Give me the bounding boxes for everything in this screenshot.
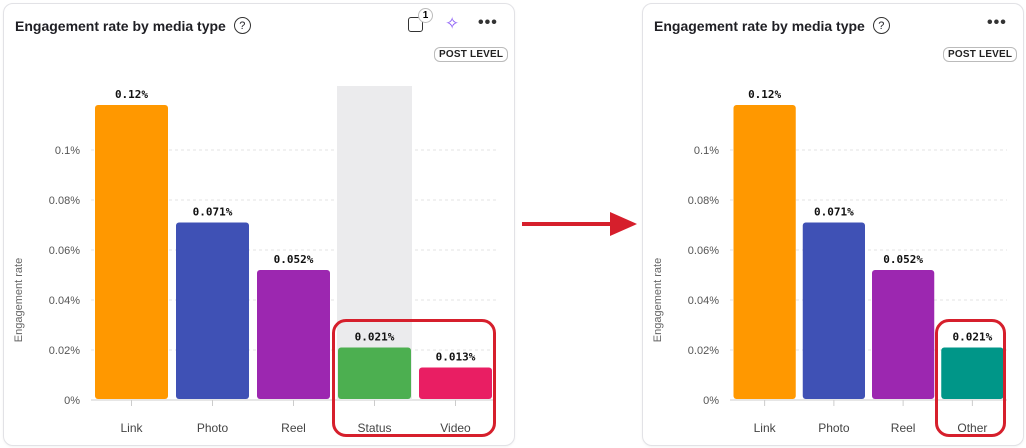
y-tick-label: 0.06% (49, 245, 80, 257)
chart-title: Engagement rate by media type? (15, 17, 251, 34)
ai-sparkle-icon[interactable]: ✧ (445, 14, 460, 33)
bar-link (733, 105, 796, 399)
post-level-badge: POST LEVEL (943, 47, 1018, 62)
data-label: 0.052% (274, 253, 314, 266)
x-tick-label: Link (754, 421, 777, 435)
x-tick-label: Video (440, 421, 471, 435)
bar-link (95, 105, 168, 399)
bar-video (419, 367, 492, 399)
post-level-badge: POST LEVEL (434, 47, 509, 62)
data-label: 0.021% (355, 331, 395, 344)
filter-icon[interactable] (408, 17, 423, 32)
y-tick-label: 0.1% (694, 145, 719, 157)
y-tick-label: 0.04% (49, 295, 80, 307)
bar-reel (872, 270, 935, 399)
bar-reel (257, 270, 330, 399)
data-label: 0.12% (748, 88, 781, 101)
arrow-head-icon (610, 212, 637, 236)
x-tick-label: Other (957, 421, 987, 435)
data-label: 0.071% (193, 206, 233, 219)
x-tick-label: Reel (891, 421, 916, 435)
y-tick-label: 0.1% (55, 145, 80, 157)
x-tick-label: Reel (281, 421, 306, 435)
help-icon[interactable]: ? (233, 17, 251, 34)
highlight-box-right (935, 319, 1006, 437)
x-tick-label: Photo (197, 421, 229, 435)
y-tick-label: 0% (703, 395, 719, 407)
bar-photo (176, 222, 249, 399)
title-text: Engagement rate by media type (15, 17, 226, 34)
data-label: 0.013% (436, 351, 476, 364)
y-tick-label: 0.02% (688, 345, 719, 357)
y-tick-label: 0% (64, 395, 80, 407)
filter-count-badge: 1 (418, 8, 433, 23)
bar-status (338, 347, 411, 399)
y-tick-label: 0.08% (49, 195, 80, 207)
x-tick-label: Photo (818, 421, 850, 435)
y-axis-label: Engagement rate (13, 258, 25, 342)
title-text: Engagement rate by media type (654, 17, 865, 34)
data-label: 0.052% (883, 253, 923, 266)
y-tick-label: 0.06% (688, 245, 719, 257)
y-axis-label: Engagement rate (652, 258, 664, 342)
highlight-box-left (332, 319, 496, 437)
chart-title: Engagement rate by media type? (654, 17, 890, 34)
more-icon[interactable]: ••• (987, 14, 1007, 31)
y-tick-label: 0.04% (688, 295, 719, 307)
y-tick-label: 0.08% (688, 195, 719, 207)
bar-other (941, 347, 1004, 399)
data-label: 0.12% (115, 88, 148, 101)
bar-photo (802, 222, 865, 399)
x-tick-label: Status (357, 421, 391, 435)
data-label: 0.021% (953, 331, 993, 344)
y-tick-label: 0.02% (49, 345, 80, 357)
help-icon[interactable]: ? (872, 17, 890, 34)
more-icon[interactable]: ••• (478, 14, 498, 31)
data-label: 0.071% (814, 206, 854, 219)
x-tick-label: Link (120, 421, 143, 435)
